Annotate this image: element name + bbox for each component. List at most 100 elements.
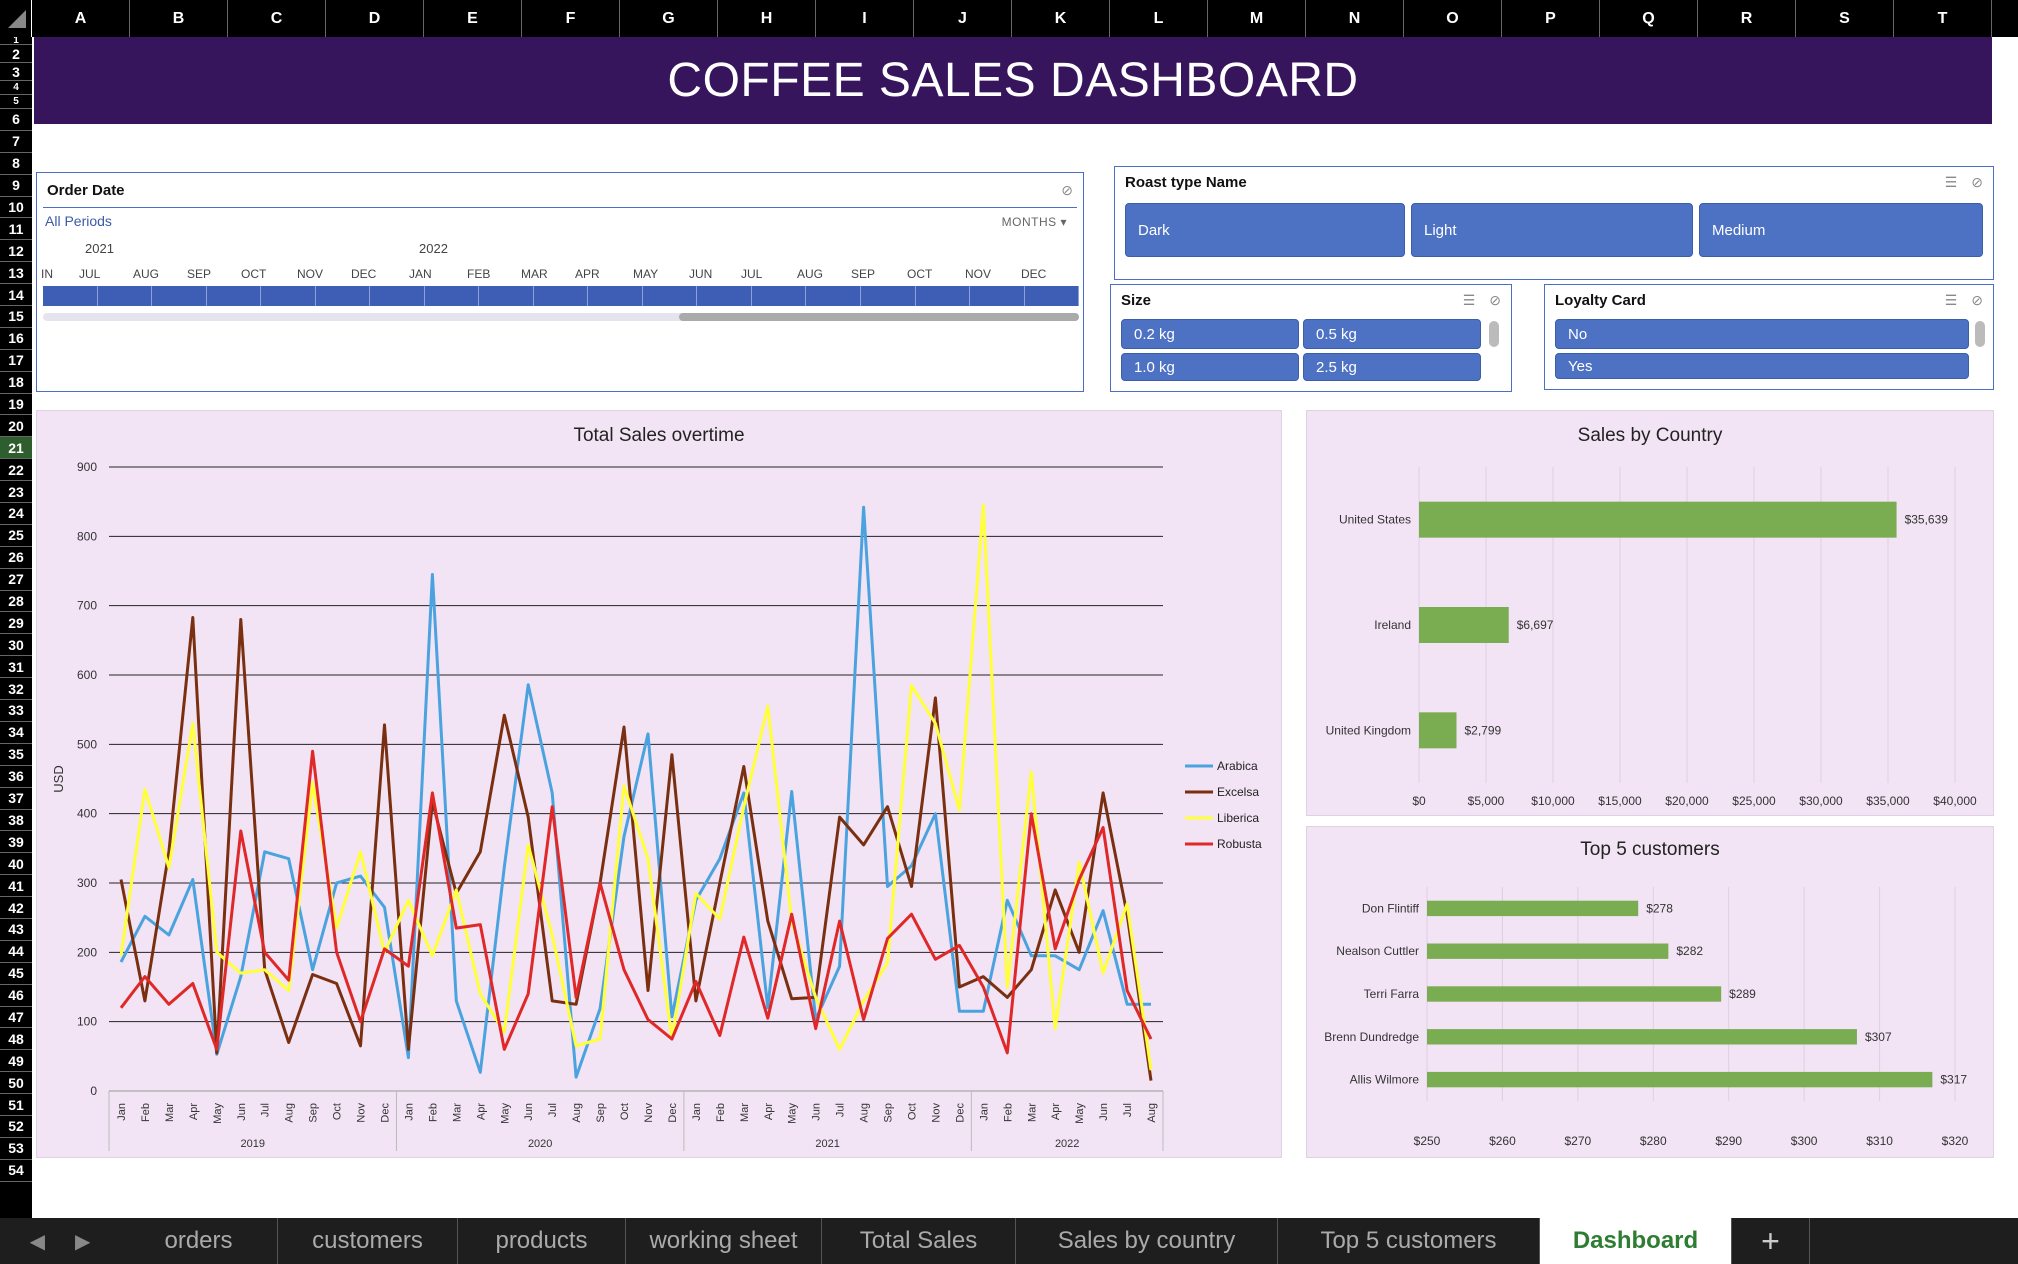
row-header[interactable]: 42 — [0, 897, 32, 919]
timeline-month-label[interactable]: MAY — [633, 267, 659, 281]
row-header[interactable]: 43 — [0, 919, 32, 941]
timeline-month-label[interactable]: DEC — [351, 267, 377, 281]
sheet-tab-products[interactable]: products — [458, 1218, 626, 1264]
timeline-scrollbar[interactable] — [43, 313, 1079, 321]
timeline-month-label[interactable]: JAN — [409, 267, 432, 281]
row-header[interactable]: 41 — [0, 875, 32, 898]
timeline-month-cell[interactable] — [970, 286, 1025, 306]
row-header[interactable]: 35 — [0, 744, 32, 766]
size-0-5kg-button[interactable]: 0.5 kg — [1303, 319, 1481, 349]
row-header[interactable]: 27 — [0, 569, 32, 591]
timeline-month-label[interactable]: APR — [575, 267, 600, 281]
timeline-selection-bar[interactable] — [43, 286, 1080, 306]
column-header[interactable]: N — [1306, 0, 1404, 37]
loyalty-slicer-scrollbar[interactable] — [1975, 321, 1985, 347]
timeline-month-cell[interactable] — [370, 286, 425, 306]
row-header[interactable]: 51 — [0, 1094, 32, 1116]
sheet-tab-dashboard[interactable]: Dashboard — [1540, 1218, 1732, 1264]
timeline-month-label[interactable]: DEC — [1021, 267, 1047, 281]
row-header[interactable]: 20 — [0, 415, 32, 438]
row-header[interactable]: 40 — [0, 853, 32, 876]
row-header[interactable]: 1 — [0, 37, 32, 46]
row-header[interactable]: 53 — [0, 1138, 32, 1160]
timeline-month-label[interactable]: AUG — [797, 267, 824, 281]
sheet-tab-top-5-customers[interactable]: Top 5 customers — [1278, 1218, 1540, 1264]
row-header[interactable]: 32 — [0, 678, 32, 701]
loyalty-yes-button[interactable]: Yes — [1555, 353, 1969, 379]
size-1-0kg-button[interactable]: 1.0 kg — [1121, 353, 1299, 381]
clear-filter-icon[interactable]: ⊘ — [1971, 291, 1983, 308]
column-header[interactable]: A — [32, 0, 130, 37]
sheet-tab-working-sheet[interactable]: working sheet — [626, 1218, 822, 1264]
column-header[interactable]: R — [1698, 0, 1796, 37]
timeline-month-cell[interactable] — [588, 286, 643, 306]
sheet-tab-total-sales[interactable]: Total Sales — [822, 1218, 1016, 1264]
column-header[interactable]: S — [1796, 0, 1894, 37]
row-header[interactable]: 19 — [0, 394, 32, 416]
timeline-month-cell[interactable] — [207, 286, 262, 306]
order-date-timeline[interactable]: Order Date ⊘ All Periods MONTHS ▾ 2021 2… — [36, 172, 1084, 392]
timeline-month-cell[interactable] — [152, 286, 207, 306]
row-header[interactable]: 48 — [0, 1028, 32, 1051]
column-header[interactable]: M — [1208, 0, 1306, 37]
row-header[interactable]: 44 — [0, 941, 32, 963]
timeline-month-label[interactable]: OCT — [907, 267, 933, 281]
timeline-month-cell[interactable] — [261, 286, 316, 306]
row-header[interactable]: 47 — [0, 1007, 32, 1029]
row-header[interactable]: 8 — [0, 153, 32, 175]
row-header[interactable]: 5 — [0, 95, 32, 109]
column-header[interactable]: K — [1012, 0, 1110, 37]
row-header[interactable]: 3 — [0, 63, 32, 81]
row-header[interactable]: 6 — [0, 109, 32, 131]
row-header[interactable]: 31 — [0, 656, 32, 679]
row-header[interactable]: 33 — [0, 700, 32, 722]
timeline-month-label[interactable]: MAR — [521, 267, 548, 281]
column-header[interactable]: B — [130, 0, 228, 37]
timeline-month-label[interactable]: JUL — [79, 267, 101, 281]
timeline-month-cell[interactable] — [425, 286, 480, 306]
timeline-month-cell[interactable] — [98, 286, 153, 306]
column-header[interactable]: T — [1894, 0, 1992, 37]
sales-by-country-chart[interactable]: Sales by Country $0 $5,000 $10,000 $15,000 $… — [1306, 410, 1994, 816]
timeline-month-cell[interactable] — [916, 286, 971, 306]
row-header[interactable]: 16 — [0, 328, 32, 350]
timeline-month-cell[interactable] — [43, 286, 98, 306]
row-header[interactable]: 25 — [0, 525, 32, 547]
column-header[interactable]: I — [816, 0, 914, 37]
row-header[interactable]: 18 — [0, 372, 32, 394]
column-header[interactable]: C — [228, 0, 326, 37]
column-header[interactable]: J — [914, 0, 1012, 37]
row-header[interactable]: 22 — [0, 459, 32, 482]
timeline-month-label[interactable]: OCT — [241, 267, 267, 281]
sheet-tab-sales-by-country[interactable]: Sales by country — [1016, 1218, 1278, 1264]
row-header[interactable]: 14 — [0, 284, 32, 307]
column-header[interactable]: E — [424, 0, 522, 37]
column-header[interactable]: H — [718, 0, 816, 37]
row-header[interactable]: 52 — [0, 1116, 32, 1138]
timeline-month-label[interactable]: SEP — [851, 267, 876, 281]
total-sales-chart[interactable]: Total Sales overtime 0 100 200 300 400 500 600… — [36, 410, 1282, 1158]
row-header[interactable]: 39 — [0, 831, 32, 854]
row-header[interactable]: 21 — [0, 437, 32, 460]
multi-select-icon[interactable]: ☰ — [1944, 291, 1958, 308]
row-header[interactable]: 17 — [0, 350, 32, 372]
column-header[interactable]: F — [522, 0, 620, 37]
row-header[interactable]: 2 — [0, 45, 32, 63]
timeline-scroll-thumb[interactable] — [679, 313, 1079, 321]
row-header[interactable]: 30 — [0, 634, 32, 657]
column-header[interactable]: G — [620, 0, 718, 37]
timeline-month-cell[interactable] — [534, 286, 589, 306]
size-slicer-scrollbar[interactable] — [1489, 321, 1499, 347]
roast-light-button[interactable]: Light — [1411, 203, 1693, 257]
clear-filter-icon[interactable]: ⊘ — [1061, 181, 1073, 198]
next-sheet-icon[interactable]: ▶ — [75, 1230, 91, 1253]
row-header[interactable]: 10 — [0, 197, 32, 219]
row-header[interactable]: 50 — [0, 1072, 32, 1095]
row-header[interactable]: 23 — [0, 481, 32, 504]
row-header[interactable]: 4 — [0, 81, 32, 95]
timeline-month-label[interactable]: SEP — [187, 267, 212, 281]
row-header[interactable]: 9 — [0, 175, 32, 197]
previous-sheet-icon[interactable]: ◀ — [29, 1230, 45, 1253]
row-header[interactable]: 38 — [0, 810, 32, 832]
clear-filter-icon[interactable]: ⊘ — [1971, 173, 1983, 190]
